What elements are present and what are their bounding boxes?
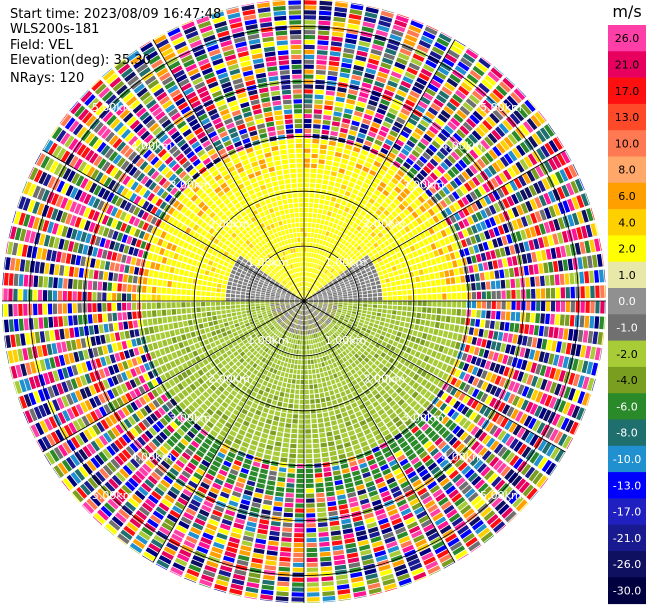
range-ring-label: 1.00km: [325, 256, 367, 269]
colorbar-block: [608, 261, 646, 289]
azimuth-spoke: [303, 39, 456, 302]
range-ring-labels: 1.00km 1.00km 1.00km 1.00km 2.00km 2.00km 2.00…: [92, 101, 522, 502]
colorbar-block: [608, 419, 646, 447]
start-time-label: Start time: 2023/08/09 16:47:48: [10, 7, 222, 22]
colorbar-tick-label: 2.0: [618, 243, 636, 256]
colorbar-tick-label: 13.0: [615, 111, 640, 124]
range-ring-label: 1.00km: [325, 334, 367, 347]
colorbar-tick-label: -6.0: [616, 400, 637, 413]
colorbar-block: [608, 51, 646, 79]
range-ring-label: 5.00km: [92, 101, 134, 114]
colorbar-blocks: [608, 25, 646, 605]
colorbar-tick-label: -4.0: [616, 374, 637, 387]
colorbar-block: [608, 366, 646, 394]
colorbar-tick-label: -17.0: [613, 506, 641, 519]
azimuth-spoke: [42, 300, 305, 453]
range-ring-label: 3.00km: [170, 179, 212, 192]
range-ring-label: 3.00km: [403, 179, 445, 192]
range-ring-label: 5.00km: [480, 489, 522, 502]
range-ring-label: 3.00km: [403, 412, 445, 425]
colorbar-block: [608, 182, 646, 210]
colorbar-unit: m/s: [612, 2, 641, 21]
colorbar-tick-label: 26.0: [615, 32, 640, 45]
field-label: Field: VEL: [10, 38, 73, 53]
range-ring-label: 4.00km: [441, 450, 483, 463]
colorbar-tick-label: 1.0: [618, 269, 636, 282]
colorbar-tick-label: 0.0: [618, 295, 636, 308]
colorbar-tick-label: -30.0: [613, 585, 641, 598]
colorbar-block: [608, 340, 646, 368]
colorbar-block: [608, 551, 646, 578]
azimuth-spokes: [2, 0, 606, 603]
colorbar-tick-label: -13.0: [613, 479, 641, 492]
colorbar-block: [608, 156, 646, 184]
range-ring-label: 3.00km: [170, 412, 212, 425]
range-ring-label: 5.00km: [92, 489, 134, 502]
colorbar-block: [608, 393, 646, 420]
colorbar-block: [608, 103, 646, 131]
colorbar-block: [608, 498, 646, 526]
nrays-label: NRays: 120: [10, 71, 85, 86]
colorbar-block: [608, 314, 646, 342]
colorbar-tick-label: -26.0: [613, 558, 641, 571]
range-ring-label: 2.00km: [364, 373, 406, 386]
colorbar-tick-label: 17.0: [615, 85, 640, 98]
azimuth-spoke: [303, 149, 566, 302]
elevation-label: Elevation(deg): 35.30: [10, 53, 151, 68]
range-ring-label: 2.00km: [208, 217, 250, 230]
colorbar-tick-labels: 26.0 21.0 17.0 13.0 10.0 8.0 6.0 4.0 2.0 1.0 0.0 -1…: [613, 32, 641, 597]
colorbar-block: [608, 577, 646, 605]
colorbar-block: [608, 77, 646, 105]
colorbar-block: [608, 235, 646, 263]
range-ring-label: 2.00km: [208, 373, 250, 386]
colorbar-tick-label: 8.0: [618, 164, 636, 177]
colorbar-tick-label: -1.0: [616, 321, 637, 334]
instrument-label: WLS200s-181: [10, 22, 100, 37]
azimuth-spoke: [303, 300, 456, 563]
colorbar-tick-label: -21.0: [613, 532, 641, 545]
range-ring-label: 2.00km: [364, 217, 406, 230]
azimuth-spoke: [152, 300, 305, 563]
colorbar-tick-label: 4.0: [618, 216, 636, 229]
azimuth-spoke: [303, 300, 566, 453]
colorbar-block: [608, 288, 646, 315]
range-ring-label: 1.00km: [247, 256, 289, 269]
colorbar-tick-label: -10.0: [613, 453, 641, 466]
range-ring-label: 4.00km: [131, 140, 173, 153]
colorbar-block: [608, 445, 646, 473]
colorbar-tick-label: 6.0: [618, 190, 636, 203]
range-ring-label: 5.00km: [480, 101, 522, 114]
ppi-velocity-cells: [2, 0, 606, 603]
azimuth-spoke: [42, 149, 305, 302]
colorbar-block: [608, 524, 646, 552]
range-ring-label: 4.00km: [131, 450, 173, 463]
colorbar-tick-label: -8.0: [616, 427, 637, 440]
colorbar-block: [608, 472, 646, 499]
colorbar-block: [608, 209, 646, 236]
colorbar-tick-label: -2.0: [616, 348, 637, 361]
colorbar-tick-label: 10.0: [615, 137, 640, 150]
azimuth-spoke: [152, 39, 305, 302]
range-ring-label: 1.00km: [247, 334, 289, 347]
range-ring-label: 4.00km: [441, 140, 483, 153]
colorbar-tick-label: 21.0: [615, 59, 640, 72]
colorbar-block: [608, 25, 646, 52]
colorbar-block: [608, 130, 646, 157]
